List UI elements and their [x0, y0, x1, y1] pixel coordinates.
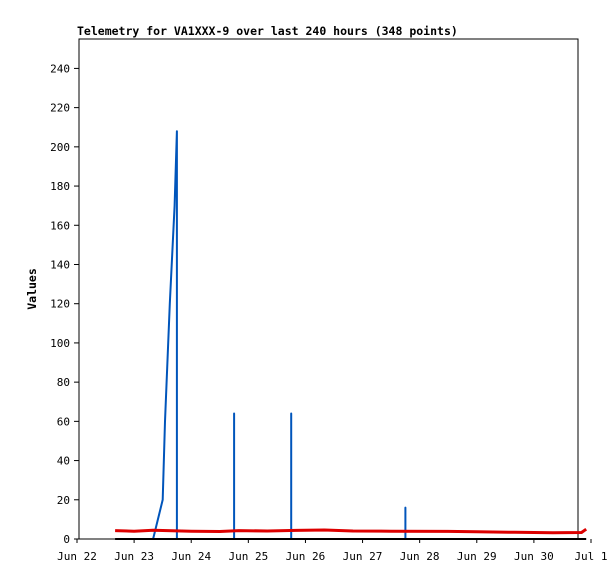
- x-tick-label: Jun 26: [286, 550, 326, 563]
- y-tick-label: 40: [57, 455, 70, 468]
- series-line-2: [115, 527, 588, 535]
- y-axis: 0 20 40 60 80 100 120 140 160 180 200 220 240: [50, 62, 79, 546]
- x-tick-label: Jun 28: [400, 550, 440, 563]
- plot-area: [78, 38, 579, 540]
- x-tick-label: Jun 29: [457, 550, 497, 563]
- y-tick-label: 60: [57, 415, 70, 428]
- y-tick-label: 0: [63, 533, 70, 546]
- y-tick-label: 80: [57, 376, 70, 389]
- x-tick-label: Jul 1: [574, 550, 607, 563]
- y-tick-label: 120: [50, 298, 70, 311]
- y-axis-label: Values: [25, 268, 39, 310]
- x-tick-label: Jun 23: [114, 550, 154, 563]
- x-tick-label: Jun 22: [57, 550, 97, 563]
- y-tick-label: 20: [57, 494, 70, 507]
- x-tick-label: Jun 24: [171, 550, 211, 563]
- y-tick-label: 200: [50, 141, 70, 154]
- y-tick-label: 160: [50, 219, 70, 232]
- y-tick-label: 220: [50, 102, 70, 115]
- y-tick-label: 140: [50, 258, 70, 271]
- y-tick-label: 100: [50, 337, 70, 350]
- x-axis: Jun 22 Jun 23 Jun 24 Jun 25 Jun 26 Jun 27 Jun …: [57, 539, 608, 563]
- y-tick-label: 180: [50, 180, 70, 193]
- x-tick-label: Jun 25: [228, 550, 268, 563]
- y-tick-label: 240: [50, 62, 70, 75]
- chart-title: Telemetry for VA1XXX-9 over last 240 hou…: [77, 24, 458, 38]
- x-tick-label: Jun 27: [343, 550, 383, 563]
- series-layer: [115, 130, 588, 540]
- x-tick-label: Jun 30: [514, 550, 554, 563]
